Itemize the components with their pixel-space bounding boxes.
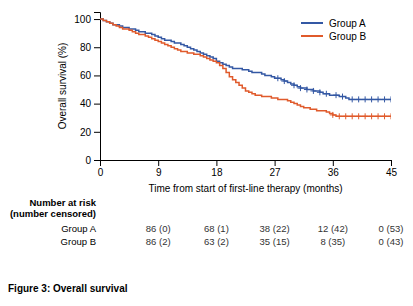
tick: 20 bbox=[80, 127, 100, 138]
tick-label: 18 bbox=[211, 167, 223, 178]
tick-label: 0 bbox=[85, 155, 91, 166]
tick-label: 60 bbox=[80, 70, 92, 81]
risk-table-cell: 8 (35) bbox=[320, 236, 345, 247]
censored-mark bbox=[336, 113, 342, 119]
tick: 9 bbox=[156, 160, 162, 178]
x-axis-title: Time from start of first-line therapy (m… bbox=[148, 183, 342, 194]
censored-mark bbox=[375, 113, 381, 119]
plot: 0 9 18 27 36 45 0 20 40 60 80 100 Time from start of… bbox=[57, 13, 397, 195]
censored-mark bbox=[369, 96, 375, 102]
risk-table-cell: 12 (42) bbox=[318, 223, 348, 234]
tick: 18 bbox=[211, 160, 223, 178]
censored-mark bbox=[323, 91, 329, 97]
censored-mark bbox=[310, 88, 316, 94]
marks bbox=[100, 19, 391, 119]
censored-mark bbox=[343, 113, 349, 119]
censored-mark bbox=[291, 82, 297, 88]
risk-table-cell: 86 (0) bbox=[146, 223, 171, 234]
tick-mark bbox=[94, 75, 100, 76]
censored-mark bbox=[333, 92, 339, 98]
risk-table-cell: 68 (1) bbox=[204, 223, 229, 234]
censored-mark bbox=[362, 113, 368, 119]
survival-line bbox=[100, 19, 391, 116]
y-axis: 0 20 40 60 80 100 bbox=[74, 13, 100, 166]
tick-mark bbox=[391, 160, 392, 166]
censored-mark bbox=[356, 96, 362, 102]
censored-mark bbox=[340, 94, 346, 100]
censored-mark bbox=[382, 96, 388, 102]
risk-table: Number at risk(number censored) Group A 86… bbox=[10, 197, 403, 247]
censored-mark bbox=[388, 113, 391, 119]
tick: 40 bbox=[80, 98, 100, 109]
tick: 36 bbox=[328, 160, 340, 178]
chart: 0 9 18 27 36 45 0 20 40 60 80 100 Time from start of… bbox=[0, 0, 413, 306]
tick-mark bbox=[94, 19, 100, 20]
y-axis-title: Overall survival (%) bbox=[57, 43, 68, 130]
censored-mark bbox=[369, 113, 375, 119]
axis-line bbox=[94, 13, 101, 161]
censored-mark bbox=[304, 87, 310, 93]
tick: 60 bbox=[80, 70, 100, 81]
risk-table-cell: 35 (15) bbox=[260, 236, 290, 247]
censored-mark bbox=[349, 113, 355, 119]
censored-mark bbox=[375, 96, 381, 102]
tick-mark bbox=[333, 160, 334, 166]
tick: 0 bbox=[85, 155, 100, 166]
censored-mark bbox=[356, 113, 362, 119]
tick-label: 36 bbox=[328, 167, 340, 178]
legend-swatch bbox=[301, 35, 323, 37]
tick-label: 45 bbox=[386, 167, 398, 178]
tick: 0 bbox=[98, 160, 104, 178]
legend-item: Group A bbox=[301, 18, 366, 29]
risk-table-subheader: (number censored) bbox=[10, 208, 96, 219]
x-axis: 0 9 18 27 36 45 bbox=[98, 160, 398, 178]
legend: Group A Group B bbox=[301, 18, 367, 42]
tick-label: 40 bbox=[80, 98, 92, 109]
tick-mark bbox=[94, 104, 100, 105]
legend-swatch bbox=[301, 22, 323, 24]
censored-mark bbox=[330, 112, 336, 118]
tick-mark bbox=[94, 47, 100, 48]
tick-label: 9 bbox=[156, 167, 162, 178]
tick: 80 bbox=[80, 42, 100, 53]
risk-table-cell: 38 (22) bbox=[260, 223, 290, 234]
risk-table-cell: 0 (43) bbox=[379, 236, 404, 247]
censored-mark bbox=[317, 89, 323, 95]
risk-table-row-label: Group A bbox=[61, 223, 97, 234]
tick-label: 20 bbox=[80, 127, 92, 138]
risk-table-cell: 0 (53) bbox=[379, 223, 404, 234]
censored-mark bbox=[275, 75, 281, 81]
axis-line bbox=[101, 161, 392, 167]
risk-table-cell: 63 (2) bbox=[204, 236, 229, 247]
tick-mark bbox=[94, 160, 100, 161]
tick-label: 0 bbox=[98, 167, 104, 178]
legend-item: Group B bbox=[301, 31, 367, 42]
tick-mark bbox=[94, 132, 100, 133]
censored-mark bbox=[388, 96, 391, 102]
tick: 100 bbox=[74, 14, 100, 25]
risk-table-cell: 86 (2) bbox=[146, 236, 171, 247]
tick-label: 80 bbox=[80, 42, 92, 53]
legend-label: Group A bbox=[329, 18, 366, 29]
tick-label: 100 bbox=[74, 14, 91, 25]
risk-table-row-label: Group B bbox=[61, 236, 96, 247]
tick: 27 bbox=[270, 160, 282, 178]
tick-mark bbox=[158, 160, 159, 166]
tick: 45 bbox=[386, 160, 398, 178]
tick-label: 27 bbox=[270, 167, 282, 178]
censored-mark bbox=[281, 78, 287, 84]
censored-mark bbox=[349, 96, 355, 102]
censored-mark bbox=[362, 96, 368, 102]
tick-mark bbox=[216, 160, 217, 166]
survival-line bbox=[100, 19, 391, 99]
tick-mark bbox=[275, 160, 276, 166]
legend-label: Group B bbox=[329, 31, 367, 42]
caption: Figure 3: Overall survival bbox=[8, 283, 128, 294]
risk-table-header: Number at risk bbox=[29, 197, 96, 208]
censored-mark bbox=[297, 85, 303, 91]
censored-mark bbox=[382, 113, 388, 119]
